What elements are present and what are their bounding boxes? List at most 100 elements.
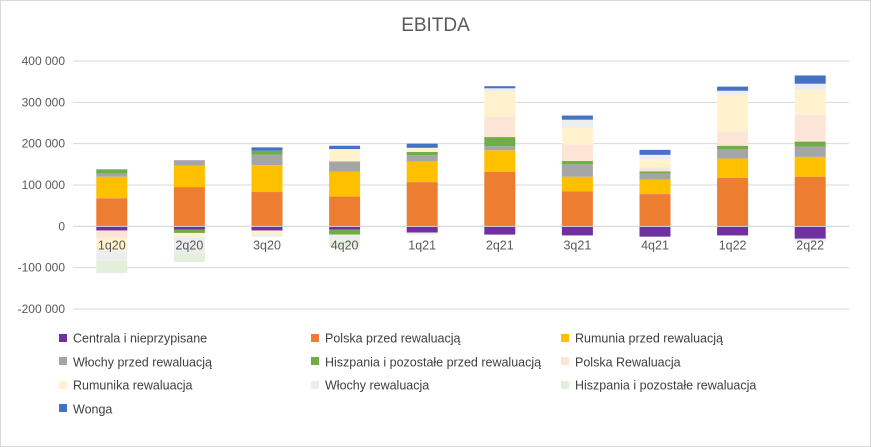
bar-segment — [406, 161, 438, 183]
bar-segment — [173, 253, 205, 262]
x-tick-label: 3q20 — [253, 238, 281, 252]
bar-segment — [717, 177, 749, 227]
bar-segment — [251, 147, 283, 151]
y-tick-label: -100 000 — [18, 261, 66, 275]
bar-segment — [251, 154, 283, 166]
bar-segment — [794, 114, 826, 142]
legend-swatch — [59, 404, 67, 413]
bar-segment — [406, 155, 438, 162]
bar-segment — [794, 83, 826, 90]
bar-segment — [639, 154, 671, 159]
bar-segment — [251, 165, 283, 193]
bar-segment — [484, 88, 516, 92]
x-tick-label: 1q20 — [98, 238, 126, 252]
bar-segment — [251, 192, 283, 227]
bar-segment — [794, 141, 826, 147]
bar-segment — [251, 226, 283, 231]
bar-segment — [794, 146, 826, 157]
bar-segment — [717, 90, 749, 95]
bar-segment — [329, 149, 361, 162]
bar-segment — [173, 160, 205, 166]
legend-label: Włochy przed rewaluacją — [73, 355, 212, 370]
bar-segment — [639, 149, 671, 155]
y-tick-label: 200 000 — [22, 137, 66, 151]
bar-segment — [717, 131, 749, 146]
bar-segment — [484, 91, 516, 117]
x-tick-label: 2q20 — [175, 238, 203, 252]
bar-segment — [794, 176, 826, 227]
bar-segment — [794, 156, 826, 177]
bar-segment — [329, 226, 361, 230]
y-tick-label: 300 000 — [22, 95, 66, 109]
bar-segment — [251, 150, 283, 155]
legend-item: Rumunia przed rewaluacją — [561, 330, 723, 346]
legend-item: Włochy przed rewaluacją — [59, 354, 212, 370]
bar-segment — [484, 137, 516, 147]
legend-swatch — [59, 380, 67, 389]
bar-segment — [329, 240, 361, 247]
bar-segment — [484, 171, 516, 227]
legend-label: Rumunia przed rewaluacją — [575, 331, 723, 346]
chart-plot: 1q20 2q20 3q20 4q20 1q21 2q21 3q21 4q21 1q22 2q22… — [18, 54, 849, 316]
bar-segment — [329, 161, 361, 172]
bar-segment — [484, 226, 516, 235]
bar-segment — [96, 198, 128, 227]
bar-segment — [717, 145, 749, 150]
bar-segment — [329, 229, 361, 235]
legend-swatch — [59, 357, 67, 366]
legend-swatch — [59, 333, 67, 342]
legend-label: Rumunika rewaluacja — [73, 378, 193, 393]
x-tick-label: 4q20 — [331, 238, 359, 252]
legend-swatch — [311, 380, 319, 389]
chart-title: EBITDA — [401, 15, 470, 36]
y-tick-label: 400 000 — [22, 54, 66, 68]
bar-segment — [717, 226, 749, 236]
bar-segment — [329, 171, 361, 197]
legend-label: Włochy rewaluacja — [325, 378, 430, 393]
bar-segment — [639, 171, 671, 174]
bar-segment — [329, 234, 361, 241]
bar-segment — [484, 146, 516, 151]
bar-segment — [484, 116, 516, 138]
legend-item: Rumunika rewaluacja — [59, 377, 193, 393]
bar-segment — [639, 173, 671, 180]
bar-segment — [561, 115, 593, 120]
legend-swatch — [311, 333, 319, 342]
bar-segment — [329, 196, 361, 227]
bar-segment — [406, 151, 438, 156]
bar-segment — [639, 158, 671, 168]
legend-item: Wonga — [59, 401, 112, 417]
x-tick-label: 1q21 — [408, 238, 436, 252]
bar-segment — [329, 145, 361, 150]
bar-segment — [251, 234, 283, 237]
legend-label: Wonga — [73, 402, 113, 417]
y-tick-label: 100 000 — [22, 178, 66, 192]
bar-segment — [639, 194, 671, 227]
legend-item: Włochy rewaluacja — [311, 377, 429, 393]
bar-segment — [794, 75, 826, 84]
legend-swatch — [561, 357, 569, 366]
bar-segment — [96, 237, 128, 251]
bar-segment — [561, 226, 593, 236]
legend-item: Hiszpania i pozostałe rewaluacja — [561, 377, 756, 393]
legend-label: Centrala i nieprzypisane — [73, 331, 208, 346]
bar-segment — [717, 94, 749, 132]
bar-segment — [96, 250, 128, 261]
bar-segment — [96, 260, 128, 274]
bar-segment — [561, 191, 593, 227]
bar-segment — [173, 187, 205, 227]
y-tick-label: 0 — [58, 219, 65, 233]
bar-segment — [96, 169, 128, 174]
bar-segment — [794, 238, 826, 241]
bar-segment — [406, 143, 438, 148]
bar-segment — [173, 237, 205, 254]
bar-segment — [639, 226, 671, 237]
bar-segment — [406, 182, 438, 227]
legend-swatch — [311, 357, 319, 366]
x-tick-label: 2q21 — [486, 238, 514, 252]
bar-segment — [717, 86, 749, 91]
bar-segment — [96, 173, 128, 177]
bar-segment — [717, 158, 749, 178]
bar-segment — [561, 164, 593, 177]
